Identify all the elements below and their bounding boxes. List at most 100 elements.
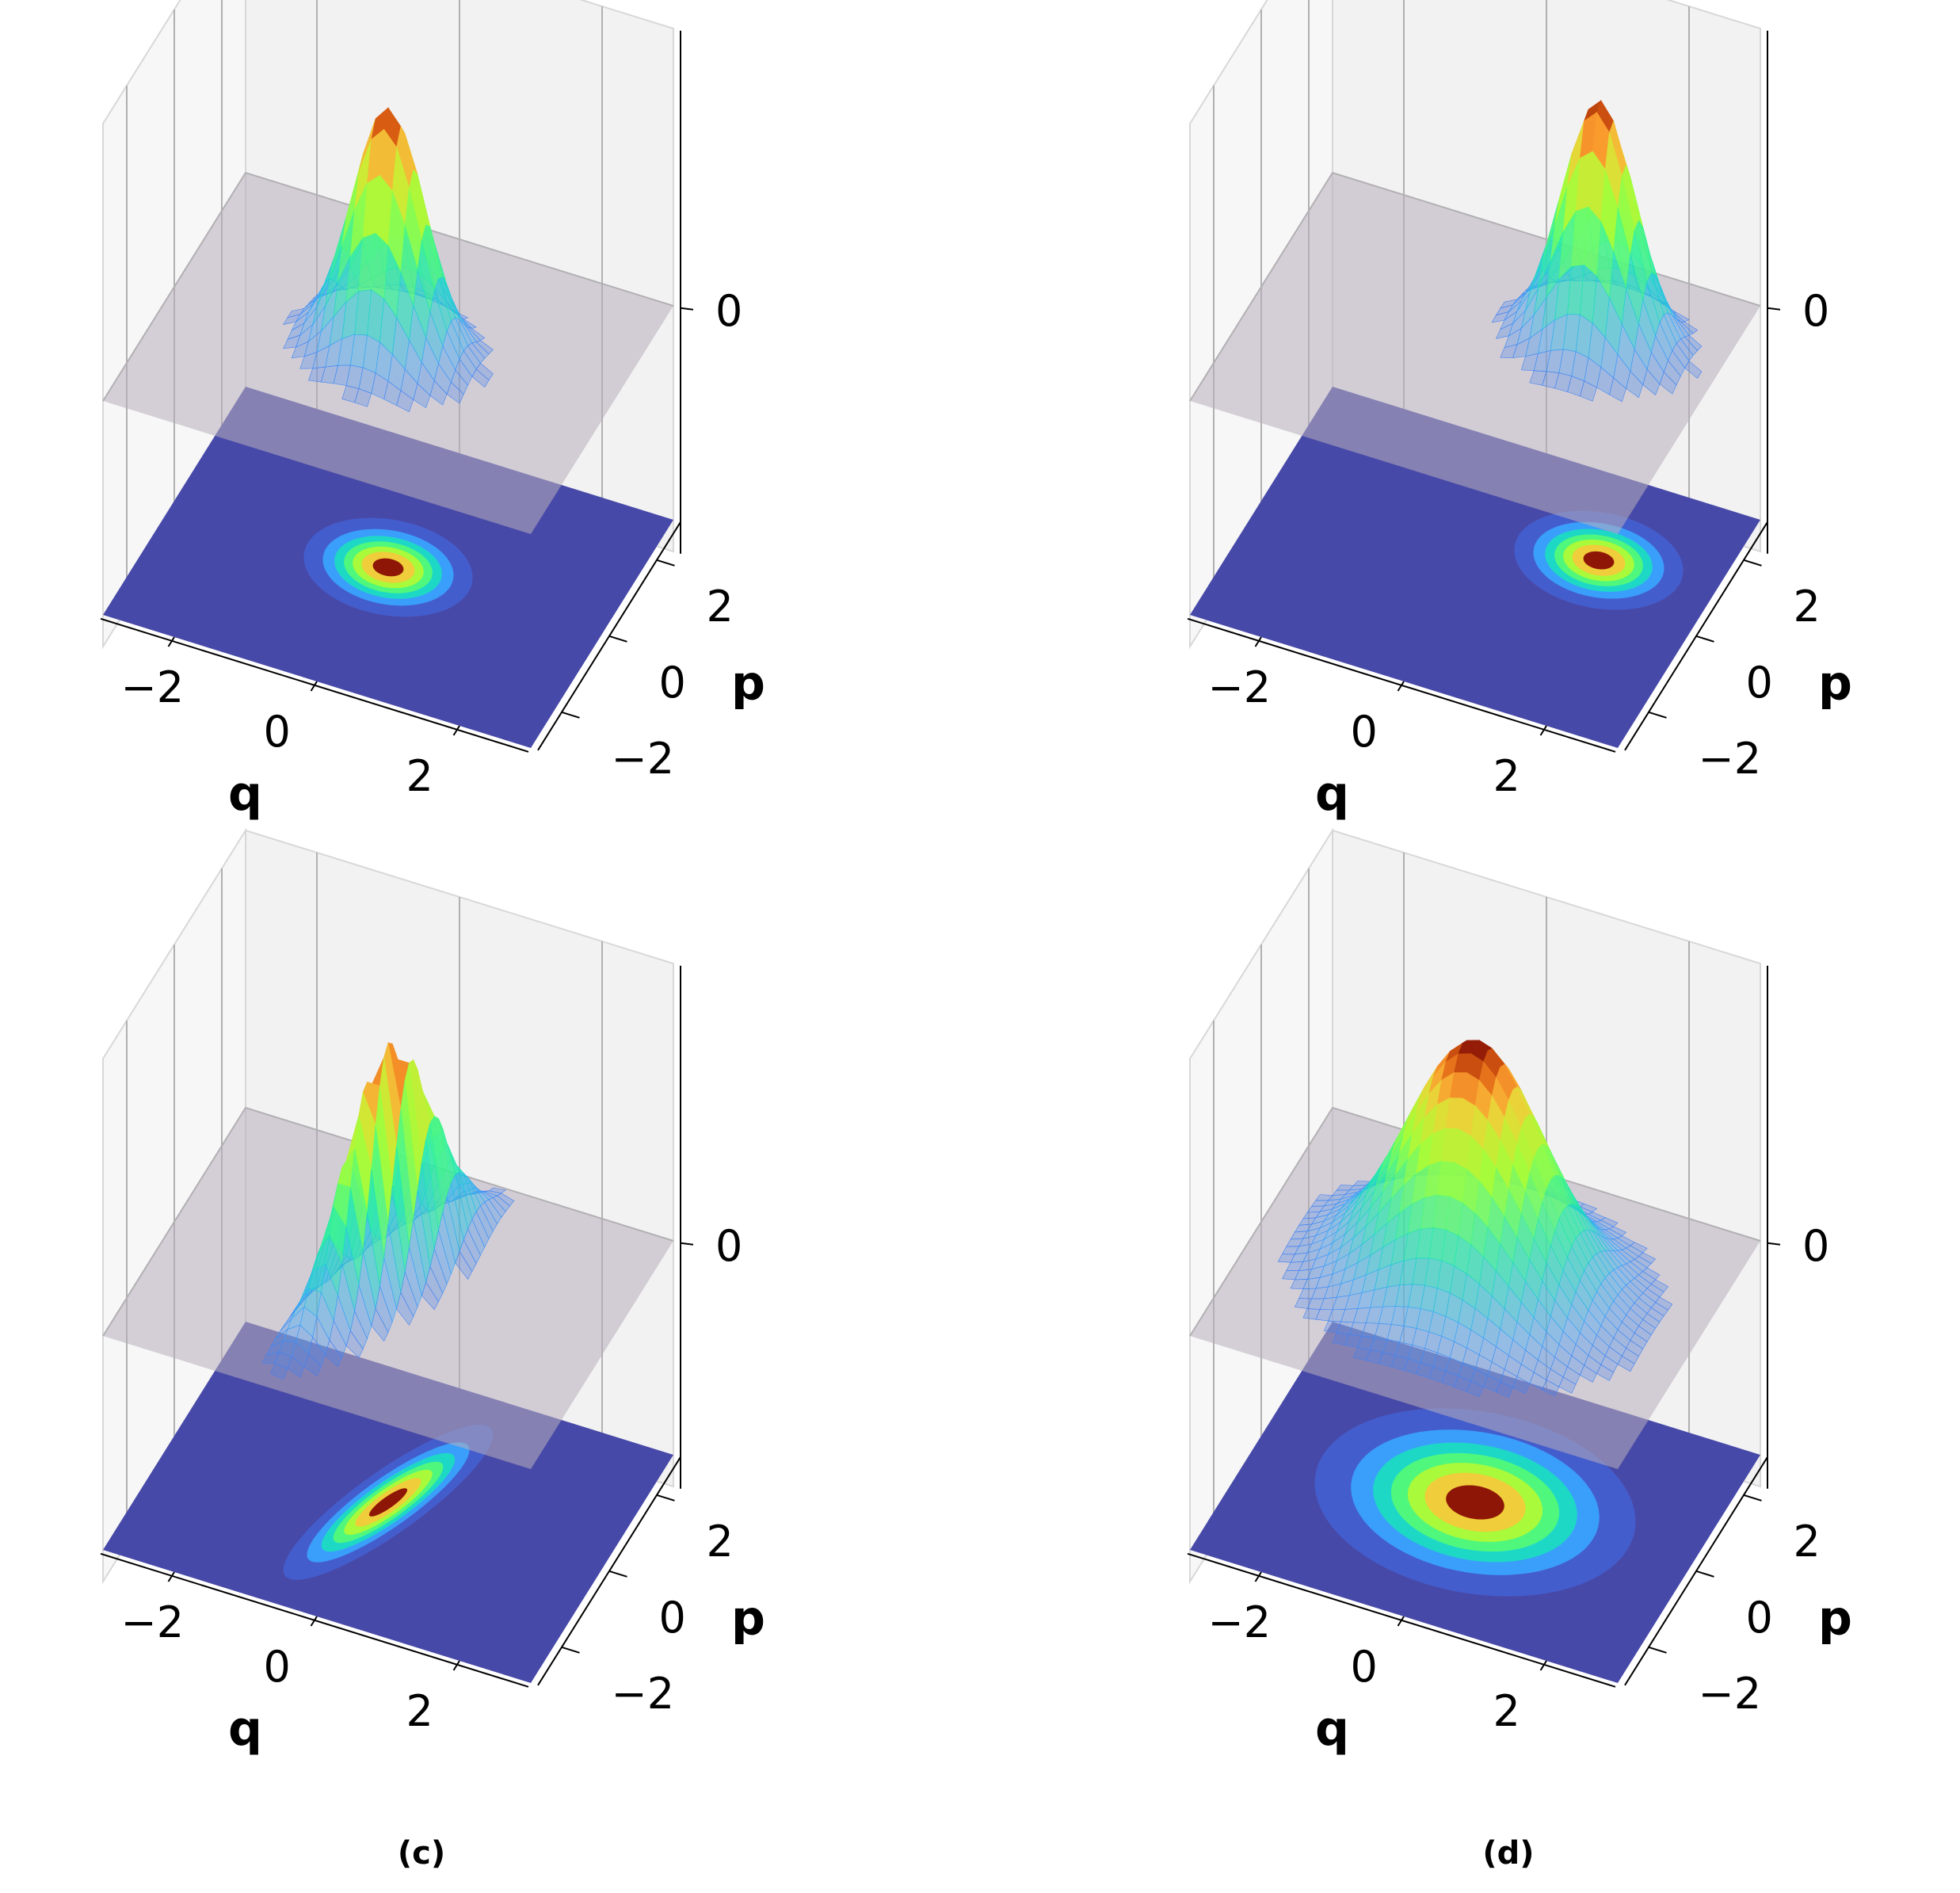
p-axis-label: p	[1818, 655, 1852, 711]
q-axis-label: q	[1315, 766, 1349, 822]
z-tick	[680, 1242, 694, 1246]
q-tick-label: 2	[406, 1686, 433, 1736]
surface-patch	[270, 1363, 288, 1380]
z-tick-label: 0	[715, 1221, 742, 1271]
surface-patch	[1596, 1364, 1615, 1381]
p-tick	[1648, 1646, 1667, 1654]
p-tick-label: 0	[1746, 1593, 1773, 1643]
p-tick	[561, 711, 580, 719]
p-tick	[1743, 1494, 1762, 1502]
floor-contour	[372, 558, 404, 577]
surface-patch	[1609, 377, 1626, 403]
q-tick	[452, 1660, 460, 1671]
surface-patch	[1684, 361, 1703, 379]
p-tick-label: 2	[707, 582, 734, 632]
p-tick	[656, 559, 675, 567]
surface-patch	[1496, 1380, 1514, 1398]
p-tick-label: −2	[1699, 1669, 1762, 1719]
floor-contour	[368, 1488, 408, 1517]
q-tick	[1254, 636, 1262, 647]
q-tick	[310, 1616, 318, 1627]
z-tick	[680, 307, 694, 311]
z-tick	[1767, 1242, 1781, 1246]
surface-patch	[1617, 1355, 1635, 1372]
q-axis-label: q	[228, 1701, 262, 1757]
p-tick	[1695, 1570, 1714, 1578]
surface-patch	[455, 1250, 473, 1280]
q-axis-label: q	[228, 766, 262, 822]
panel-caption: (c)	[398, 1835, 445, 1872]
mid-plane	[103, 1108, 673, 1469]
surface-patch	[396, 390, 414, 413]
p-tick-label: −2	[1699, 734, 1762, 784]
floor-contour	[1446, 1485, 1504, 1520]
p-axis-label: p	[731, 1590, 765, 1646]
surface-patch	[471, 368, 490, 388]
surface-patch	[1579, 1364, 1597, 1383]
surface-patch	[413, 383, 431, 409]
surface-patch	[345, 1330, 364, 1358]
q-axis	[100, 617, 529, 753]
surface-patch	[325, 1339, 343, 1368]
q-axis	[1187, 617, 1616, 753]
p-tick-label: −2	[612, 1669, 675, 1719]
z-tick-label: 0	[1802, 286, 1829, 336]
surface-patch	[1626, 370, 1644, 399]
q-tick	[452, 725, 460, 736]
surface-patch	[1659, 372, 1677, 395]
p-tick	[1695, 635, 1714, 643]
surface-patch	[1558, 1376, 1577, 1394]
q-tick	[1397, 1616, 1405, 1627]
surface	[283, 107, 494, 413]
q-tick	[1539, 725, 1547, 736]
q-tick-label: 2	[1493, 1686, 1520, 1736]
q-tick	[1397, 681, 1405, 692]
surface-patch	[1642, 368, 1661, 396]
surface	[1491, 100, 1703, 403]
p-tick	[608, 1570, 627, 1578]
p-tick-label: −2	[612, 734, 675, 784]
q-tick	[1539, 1660, 1547, 1671]
q-tick-label: −2	[1208, 662, 1272, 712]
surface-patch	[1542, 1380, 1560, 1397]
p-tick	[1743, 559, 1762, 567]
surface-patch	[354, 388, 372, 407]
p-tick	[608, 635, 627, 643]
surface-patch	[303, 1353, 322, 1376]
z-tick	[1767, 307, 1781, 311]
q-tick-label: 0	[1351, 707, 1378, 757]
p-tick-label: 2	[707, 1517, 734, 1567]
q-axis	[100, 1552, 529, 1688]
q-tick-label: 0	[264, 1642, 291, 1692]
surface-patch	[371, 1307, 389, 1342]
p-tick	[561, 1646, 580, 1654]
p-tick-label: 0	[659, 658, 686, 708]
surface	[1277, 1040, 1673, 1398]
q-axis	[1187, 1552, 1616, 1688]
q-tick-label: 0	[1351, 1642, 1378, 1692]
p-tick	[656, 1494, 675, 1502]
p-tick-label: 2	[1794, 582, 1821, 632]
z-tick-label: 0	[715, 286, 742, 336]
q-tick-label: −2	[1208, 1597, 1272, 1647]
q-tick-label: 0	[264, 707, 291, 757]
q-tick-label: 2	[406, 751, 433, 801]
surface-patch	[429, 380, 448, 406]
mid-plane	[103, 173, 673, 534]
p-tick-label: 0	[659, 1593, 686, 1643]
surface-patch	[446, 381, 464, 404]
q-tick-label: −2	[121, 1597, 185, 1647]
panel-caption: (d)	[1482, 1835, 1534, 1872]
q-tick	[167, 636, 175, 647]
p-tick	[1648, 711, 1667, 719]
floor-contour	[1583, 551, 1615, 570]
q-tick	[310, 681, 318, 692]
surface-patch	[421, 1281, 439, 1311]
p-tick-label: 2	[1794, 1517, 1821, 1567]
surface-patch	[1579, 380, 1597, 402]
q-tick-label: −2	[121, 662, 185, 712]
